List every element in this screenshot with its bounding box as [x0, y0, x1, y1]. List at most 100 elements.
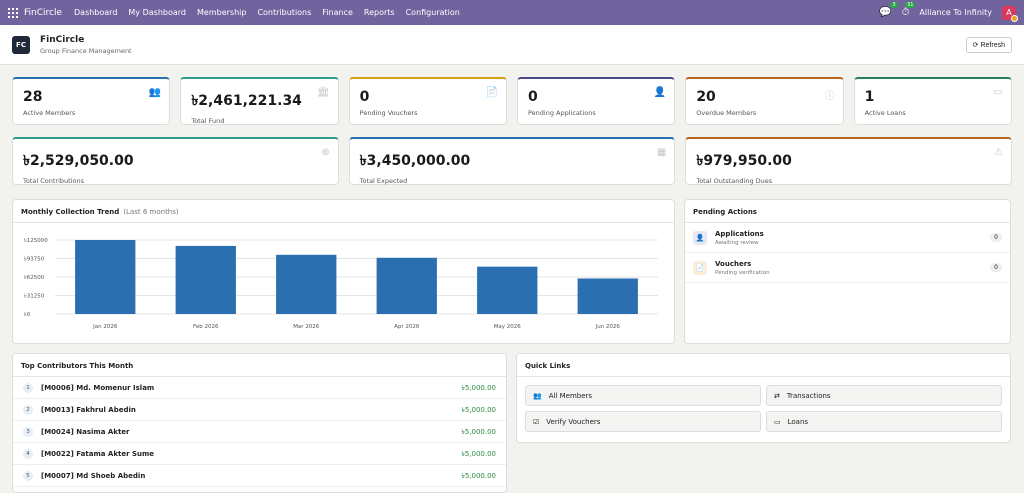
file-icon: 📄: [485, 87, 498, 98]
messages-badge: 3: [890, 2, 898, 8]
quick-link-button[interactable]: ☑ Verify Vouchers: [525, 411, 761, 432]
stat-value: ৳3,450,000.00: [359, 153, 471, 169]
contributor-amount: ৳5,000.00: [461, 449, 496, 458]
users-icon: 👥: [533, 391, 542, 400]
table-row[interactable]: 4 [M0022] Fatama Akter Sume ৳5,000.00: [13, 443, 506, 465]
stat-label: Total Expected: [359, 177, 408, 185]
pending-item[interactable]: 👤 Applications Awaiting review 0: [685, 223, 1010, 253]
info-icon: ⓘ: [824, 91, 835, 102]
stat-card[interactable]: ৳2,529,050.00 Total Contributions ⊕: [12, 137, 339, 185]
nav-membership[interactable]: Membership: [197, 8, 247, 17]
stat-card[interactable]: ৳2,461,221.34 Total Fund 🏛: [180, 77, 339, 125]
pending-item-title: Applications: [715, 229, 764, 238]
activities-badge: 31: [905, 2, 916, 8]
stat-card[interactable]: 0 Pending Applications 👤: [516, 77, 676, 125]
trend-subtitle: (Last 6 months): [123, 208, 179, 216]
stats-row-1: 28 Active Members 👥 ৳2,461,221.34 Total F…: [12, 77, 1012, 125]
quick-links-panel: Quick Links 👥 All Members ⇄ Transactions ☑ Ve…: [516, 353, 1011, 443]
avatar[interactable]: A: [1002, 5, 1018, 22]
user-plus-icon: 👤: [693, 230, 707, 245]
top-navbar: FinCircle Dashboard My Dashboard Members…: [0, 0, 1024, 25]
table-row[interactable]: 1 [M0006] Md. Momenur Islam ৳5,000.00: [13, 377, 506, 399]
contributor-amount: ৳5,000.00: [461, 427, 496, 436]
refresh-label: Refresh: [980, 41, 1005, 49]
bank-icon: 🏛: [316, 87, 330, 98]
users-icon: 👥: [148, 87, 162, 98]
trend-title: Monthly Collection Trend: [21, 208, 120, 216]
collection-trend-chart: ৳125000 ৳93750 ৳62500 ৳31250 ৳0 Jan 2026 Feb 2…: [24, 237, 658, 330]
calculator-icon: ▦: [656, 147, 667, 158]
nav-dashboard[interactable]: Dashboard: [74, 8, 118, 17]
stat-card[interactable]: 0 Pending Vouchers 📄: [348, 77, 507, 125]
quick-link-label: Transactions: [786, 391, 831, 400]
pending-item-sub: Pending verification: [715, 269, 770, 276]
x-tick-label: Jun 2026: [595, 324, 621, 330]
y-tick-label: ৳125000: [24, 237, 48, 244]
stat-card[interactable]: 1 Active Loans ▭: [853, 77, 1012, 125]
stat-card[interactable]: 20 Overdue Members ⓘ: [685, 77, 844, 125]
activities-icon[interactable]: ⏱ 31: [901, 2, 916, 18]
exchange-icon: ⇄: [774, 391, 780, 400]
stat-value: 28: [23, 89, 43, 105]
chart-bar[interactable]: [577, 278, 638, 314]
table-row[interactable]: 2 [M0013] Fakhrul Abedin ৳5,000.00: [13, 399, 506, 421]
rank-badge: 3: [23, 426, 33, 437]
contributor-name: [M0007] Md Shoeb Abedin: [41, 471, 146, 480]
rank-badge: 1: [23, 382, 33, 393]
pending-item[interactable]: 📄 Vouchers Pending verification 0: [685, 253, 1010, 283]
chart-bar[interactable]: [75, 240, 136, 314]
stat-value: 0: [359, 89, 370, 105]
rank-badge: 5: [23, 470, 33, 481]
company-switcher[interactable]: Alliance To Infinity: [919, 8, 992, 17]
chart-bar[interactable]: [175, 245, 236, 314]
chart-bar[interactable]: [276, 254, 337, 314]
stats-row-2: ৳2,529,050.00 Total Contributions ⊕ ৳3,45…: [12, 137, 1013, 185]
user-plus-icon: 👤: [653, 87, 667, 98]
app-logo: FC: [12, 35, 30, 54]
pending-actions-panel: Pending Actions 👤 Applications Awaiting …: [684, 199, 1011, 344]
main-nav: Dashboard My Dashboard Membership Contri…: [74, 8, 471, 17]
pending-title: Pending Actions: [693, 208, 757, 216]
contributor-name: [M0006] Md. Momenur Islam: [41, 383, 155, 392]
nav-reports[interactable]: Reports: [363, 8, 395, 17]
stat-label: Active Loans: [864, 109, 906, 117]
stat-label: Total Contributions: [23, 177, 84, 185]
top-contributors-panel: Top Contributors This Month 1 [M0006] Md…: [12, 353, 507, 493]
card-icon: ▭: [993, 87, 1003, 98]
stat-card[interactable]: 28 Active Members 👥: [12, 77, 171, 125]
x-tick-label: May 2026: [494, 324, 522, 330]
trend-panel: Monthly Collection Trend (Last 6 months) …: [12, 199, 675, 344]
y-tick-label: ৳31250: [24, 293, 45, 300]
stat-card[interactable]: ৳979,950.00 Total Outstanding Dues ⚠: [685, 137, 1013, 185]
nav-my-dashboard[interactable]: My Dashboard: [128, 8, 186, 17]
contributor-name: [M0022] Fatama Akter Sume: [41, 449, 155, 458]
quick-link-button[interactable]: ⇄ Transactions: [766, 385, 1002, 406]
contributor-amount: ৳5,000.00: [461, 471, 496, 480]
stat-value: 1: [864, 89, 875, 105]
page-subtitle: Group Finance Management: [40, 46, 132, 55]
stat-card[interactable]: ৳3,450,000.00 Total Expected ▦: [348, 137, 676, 185]
quick-link-button[interactable]: ▭ Loans: [766, 411, 1002, 432]
chart-bar[interactable]: [376, 257, 437, 314]
contributor-amount: ৳5,000.00: [461, 405, 496, 414]
file-icon: 📄: [693, 260, 707, 275]
apps-menu-icon[interactable]: [8, 7, 18, 18]
x-tick-label: Apr 2026: [394, 324, 420, 330]
chart-bar[interactable]: [477, 266, 538, 314]
table-row[interactable]: 5 [M0007] Md Shoeb Abedin ৳5,000.00: [13, 465, 506, 487]
contributor-name: [M0013] Fakhrul Abedin: [41, 405, 136, 414]
page-title: FinCircle: [40, 34, 85, 45]
quick-link-label: All Members: [548, 391, 593, 400]
nav-configuration[interactable]: Configuration: [405, 8, 460, 17]
app-brand[interactable]: FinCircle: [24, 7, 62, 18]
stat-value: 0: [527, 89, 538, 105]
messages-icon[interactable]: 💬 3: [879, 2, 898, 18]
card-icon: ▭: [774, 417, 781, 426]
nav-finance[interactable]: Finance: [322, 8, 353, 17]
quick-link-button[interactable]: 👥 All Members: [525, 385, 761, 406]
refresh-button[interactable]: ⟳ Refresh: [965, 36, 1012, 53]
table-row[interactable]: 3 [M0024] Nasima Akter ৳5,000.00: [13, 421, 506, 443]
nav-contributions[interactable]: Contributions: [257, 8, 312, 17]
x-tick-label: Feb 2026: [193, 324, 219, 330]
pending-item-title: Vouchers: [715, 259, 752, 268]
